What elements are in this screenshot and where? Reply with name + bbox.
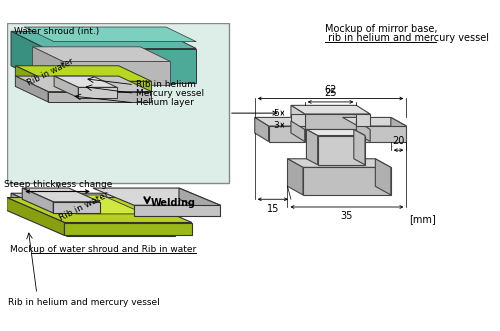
Polygon shape: [291, 114, 304, 126]
Text: Mercury vessel: Mercury vessel: [136, 89, 204, 98]
Text: Welding: Welding: [150, 198, 196, 208]
Polygon shape: [342, 118, 406, 126]
Polygon shape: [11, 193, 174, 219]
Polygon shape: [356, 121, 370, 142]
Polygon shape: [391, 118, 406, 142]
Polygon shape: [67, 219, 174, 236]
Polygon shape: [306, 129, 318, 165]
Text: Rib in water: Rib in water: [58, 190, 110, 222]
Text: Rib in helium and mercury vessel: Rib in helium and mercury vessel: [8, 298, 160, 307]
Text: Rib in helium: Rib in helium: [136, 80, 196, 89]
Text: Steep thickness change: Steep thickness change: [4, 180, 112, 189]
Polygon shape: [356, 114, 370, 126]
Polygon shape: [11, 31, 196, 49]
Polygon shape: [48, 92, 152, 102]
Text: Mockup of mirror base,: Mockup of mirror base,: [326, 24, 438, 34]
Text: 20: 20: [392, 136, 405, 146]
Polygon shape: [48, 81, 152, 92]
Polygon shape: [354, 129, 365, 165]
Polygon shape: [22, 188, 53, 213]
Polygon shape: [46, 49, 196, 83]
Polygon shape: [306, 129, 365, 135]
Polygon shape: [62, 62, 170, 85]
Text: 5: 5: [273, 109, 279, 118]
Polygon shape: [16, 66, 48, 92]
Text: Rib in water: Rib in water: [26, 57, 75, 88]
Polygon shape: [16, 76, 152, 92]
Text: Mockup of water shroud and Rib in water: Mockup of water shroud and Rib in water: [10, 245, 196, 254]
Polygon shape: [78, 87, 117, 98]
Polygon shape: [22, 188, 100, 202]
Text: 3: 3: [273, 121, 279, 130]
Polygon shape: [303, 167, 391, 195]
Polygon shape: [64, 222, 192, 235]
Polygon shape: [255, 118, 268, 142]
Polygon shape: [291, 105, 304, 129]
Polygon shape: [16, 76, 48, 102]
Polygon shape: [32, 47, 170, 62]
Polygon shape: [11, 193, 67, 236]
Text: 15: 15: [266, 204, 279, 213]
Text: Helium layer: Helium layer: [136, 98, 194, 107]
Text: 25: 25: [324, 88, 337, 99]
Polygon shape: [376, 159, 391, 195]
Text: [mm]: [mm]: [409, 214, 436, 224]
Text: 62: 62: [324, 85, 336, 95]
Polygon shape: [358, 126, 406, 142]
Polygon shape: [288, 159, 303, 195]
Polygon shape: [288, 159, 391, 167]
Polygon shape: [54, 76, 117, 87]
Polygon shape: [53, 202, 100, 213]
Polygon shape: [6, 23, 229, 183]
Text: Water shroud (int.): Water shroud (int.): [14, 27, 99, 36]
Polygon shape: [32, 195, 144, 214]
Polygon shape: [24, 27, 196, 42]
Polygon shape: [32, 47, 62, 85]
Polygon shape: [16, 66, 152, 81]
Polygon shape: [318, 135, 365, 165]
Polygon shape: [255, 118, 304, 126]
Polygon shape: [54, 76, 78, 98]
Text: rib in helium and mercury vessel: rib in helium and mercury vessel: [326, 33, 490, 43]
Polygon shape: [268, 126, 304, 142]
Polygon shape: [11, 31, 46, 83]
Polygon shape: [291, 105, 370, 114]
Polygon shape: [93, 188, 220, 205]
Polygon shape: [179, 188, 220, 216]
Polygon shape: [6, 198, 192, 222]
Polygon shape: [304, 114, 370, 129]
Polygon shape: [134, 205, 220, 216]
Polygon shape: [6, 198, 64, 235]
Polygon shape: [291, 121, 304, 142]
Text: 35: 35: [340, 211, 353, 221]
